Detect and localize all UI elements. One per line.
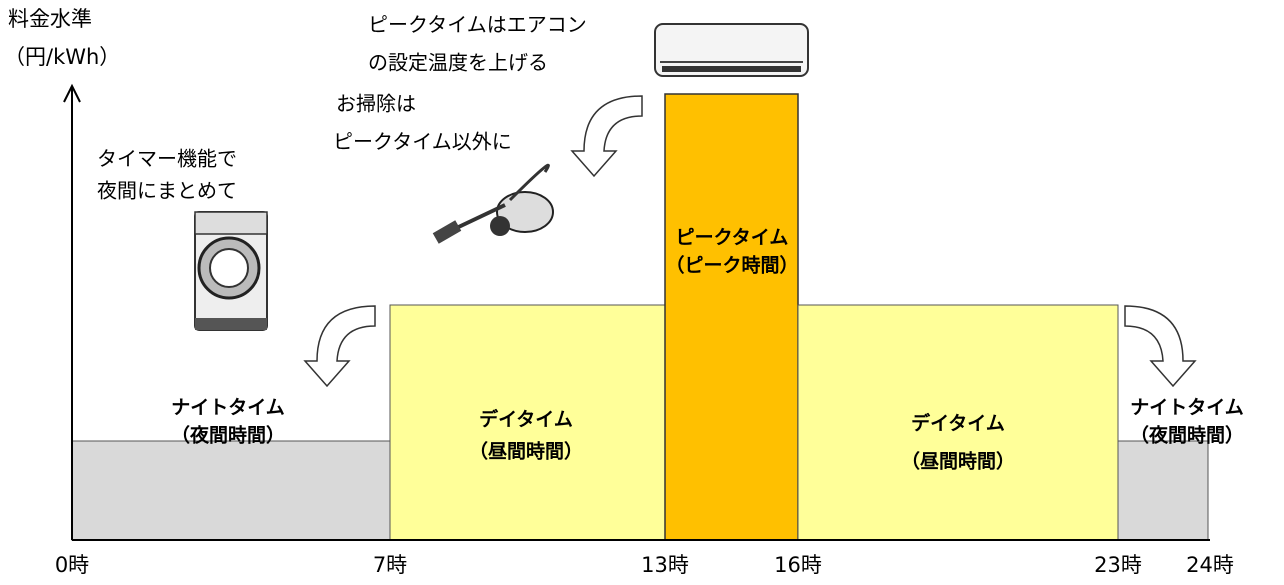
zone-label: （昼間時間）: [469, 440, 583, 463]
aircon-icon: [654, 23, 809, 77]
zone-label: ナイトタイム: [1130, 397, 1244, 419]
vacuum-icon: [432, 163, 554, 244]
zone-label: （ピーク時間）: [665, 254, 798, 277]
x-label: 16時: [774, 553, 822, 577]
zone-label: ピークタイム: [676, 227, 789, 249]
x-label: 13時: [641, 553, 689, 577]
annotation: ピークタイム以外に: [333, 130, 512, 154]
zone-label: デイタイム: [911, 412, 1005, 435]
x-label: 7時: [373, 553, 407, 577]
arrow: [570, 95, 643, 178]
peak-block: [664, 93, 799, 541]
night-block: [71, 440, 391, 541]
washer-icon: [194, 211, 268, 331]
day-block: [389, 304, 666, 541]
zone-label: （昼間時間）: [901, 450, 1015, 473]
night-block: [1117, 440, 1209, 541]
y-axis-label: 料金水準: [8, 7, 92, 31]
annotation: ピークタイムはエアコン: [368, 13, 587, 37]
y-axis-label: （円/kWh）: [4, 45, 120, 69]
arrow: [1124, 305, 1197, 388]
zone-label: デイタイム: [479, 408, 573, 431]
zone-label: （夜間時間）: [1130, 424, 1244, 447]
annotation: の設定温度を上げる: [368, 51, 548, 75]
zone-label: （夜間時間）: [171, 424, 285, 447]
day-block: [797, 304, 1119, 541]
x-label: 23時: [1094, 553, 1142, 577]
annotation: お掃除は: [336, 92, 416, 116]
axis-arrow: [63, 83, 81, 103]
annotation: 夜間にまとめて: [97, 179, 237, 203]
annotation: タイマー機能で: [97, 147, 237, 171]
arrow: [303, 305, 376, 388]
x-label: 24時: [1186, 553, 1234, 577]
x-label: 0時: [55, 553, 89, 577]
zone-label: ナイトタイム: [171, 397, 285, 419]
